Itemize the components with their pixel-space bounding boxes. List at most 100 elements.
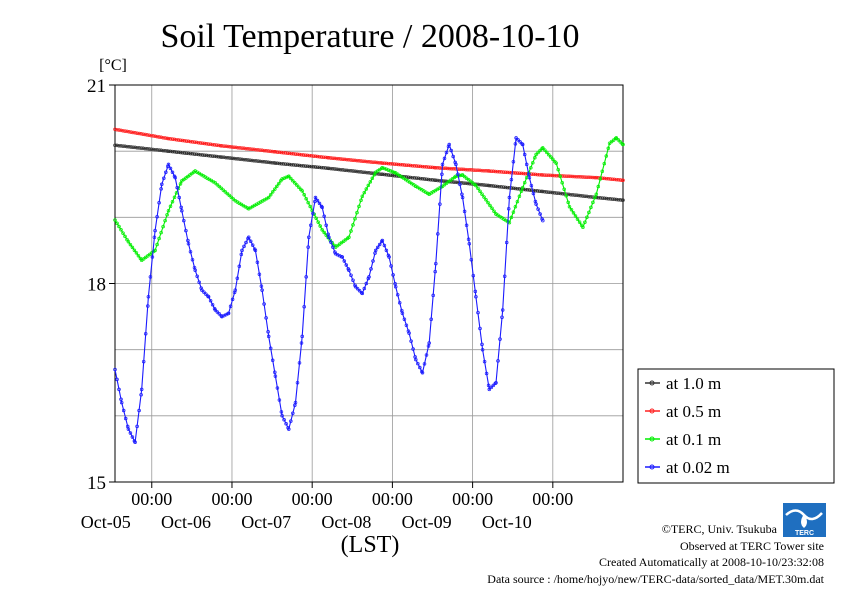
data-point-05m <box>266 149 270 153</box>
data-point-05m <box>133 131 137 135</box>
data-point-002m <box>434 261 438 266</box>
data-point-01m <box>178 182 183 186</box>
data-point-01m <box>454 174 458 179</box>
data-point-1m <box>165 149 169 153</box>
data-point-002m <box>353 285 358 289</box>
data-point-1m <box>232 156 236 161</box>
data-point-01m <box>170 200 175 204</box>
data-point-01m <box>318 224 322 228</box>
data-point-002m <box>186 238 190 243</box>
data-point-002m <box>480 347 485 352</box>
data-point-1m <box>610 197 615 201</box>
data-point-01m <box>223 190 228 194</box>
data-point-002m <box>529 183 534 188</box>
data-point-1m <box>137 146 141 150</box>
data-point-002m <box>384 248 389 253</box>
data-point-1m <box>583 194 587 198</box>
data-point-002m <box>520 142 525 147</box>
data-point-1m <box>323 166 328 170</box>
data-point-002m <box>478 326 482 331</box>
data-point-1m <box>206 153 211 158</box>
data-point-002m <box>239 252 244 257</box>
data-point-002m <box>150 255 155 259</box>
data-point-002m <box>164 170 168 175</box>
data-point-1m <box>351 169 355 173</box>
data-point-1m <box>547 190 551 194</box>
data-point-1m <box>347 168 351 173</box>
data-point-002m <box>424 353 429 357</box>
data-point-002m <box>148 275 153 279</box>
data-point-01m <box>591 200 595 205</box>
data-point-1m <box>277 161 282 166</box>
data-point-002m <box>355 287 360 291</box>
data-point-05m <box>291 152 296 156</box>
data-point-002m <box>429 317 433 321</box>
data-point-01m <box>166 208 171 213</box>
data-point-01m <box>589 205 593 210</box>
data-point-05m <box>390 162 395 166</box>
data-point-01m <box>306 200 310 205</box>
data-point-002m <box>416 361 420 366</box>
data-point-1m <box>161 148 165 153</box>
data-point-002m <box>193 268 197 273</box>
data-point-01m <box>275 184 279 189</box>
data-point-002m <box>297 361 302 365</box>
data-point-05m <box>531 172 536 177</box>
data-point-002m <box>280 414 284 418</box>
data-point-002m <box>389 264 393 268</box>
data-point-01m <box>618 140 623 144</box>
data-point-1m <box>226 156 230 160</box>
data-point-1m <box>503 185 508 190</box>
data-point-002m <box>500 315 504 319</box>
data-point-1m <box>345 168 349 173</box>
data-point-01m <box>541 146 545 150</box>
data-point-1m <box>192 152 197 156</box>
data-point-05m <box>240 146 244 150</box>
data-point-05m <box>380 161 385 165</box>
data-point-01m <box>351 223 355 227</box>
data-point-05m <box>192 140 197 144</box>
data-point-1m <box>186 151 191 156</box>
data-point-002m <box>436 232 440 236</box>
data-point-1m <box>341 168 345 172</box>
data-point-05m <box>147 133 151 137</box>
data-point-05m <box>398 162 403 167</box>
data-point-01m <box>115 221 119 226</box>
data-point-01m <box>302 193 306 197</box>
data-point-002m <box>157 201 161 205</box>
data-point-002m <box>406 329 411 333</box>
data-point-1m <box>587 194 591 199</box>
data-point-05m <box>375 160 379 165</box>
data-point-002m <box>440 162 445 167</box>
data-point-05m <box>547 173 551 178</box>
data-point-1m <box>382 172 387 177</box>
data-point-1m <box>517 187 522 191</box>
data-point-1m <box>569 192 573 197</box>
data-point-002m <box>511 160 516 164</box>
data-point-1m <box>129 145 133 149</box>
data-point-1m <box>210 154 215 158</box>
data-point-1m <box>581 194 585 198</box>
data-point-05m <box>616 178 621 182</box>
legend-item-05m: at 0.5 m <box>645 402 721 421</box>
data-point-002m <box>480 342 484 347</box>
data-point-05m <box>523 171 528 176</box>
data-point-1m <box>289 162 294 167</box>
data-point-1m <box>525 188 530 192</box>
data-point-002m <box>473 289 478 294</box>
data-point-05m <box>172 137 177 142</box>
data-point-002m <box>486 383 491 388</box>
data-point-01m <box>620 142 625 146</box>
data-point-05m <box>145 133 149 137</box>
data-point-01m <box>159 230 163 235</box>
data-point-1m <box>234 156 238 161</box>
data-point-1m <box>355 169 359 174</box>
data-point-1m <box>493 184 498 188</box>
data-point-1m <box>275 161 280 166</box>
data-point-002m <box>331 245 335 249</box>
data-point-1m <box>379 172 383 176</box>
data-point-1m <box>487 183 492 188</box>
series-002m <box>113 136 545 445</box>
data-point-002m <box>527 175 532 180</box>
data-point-01m <box>349 229 353 233</box>
